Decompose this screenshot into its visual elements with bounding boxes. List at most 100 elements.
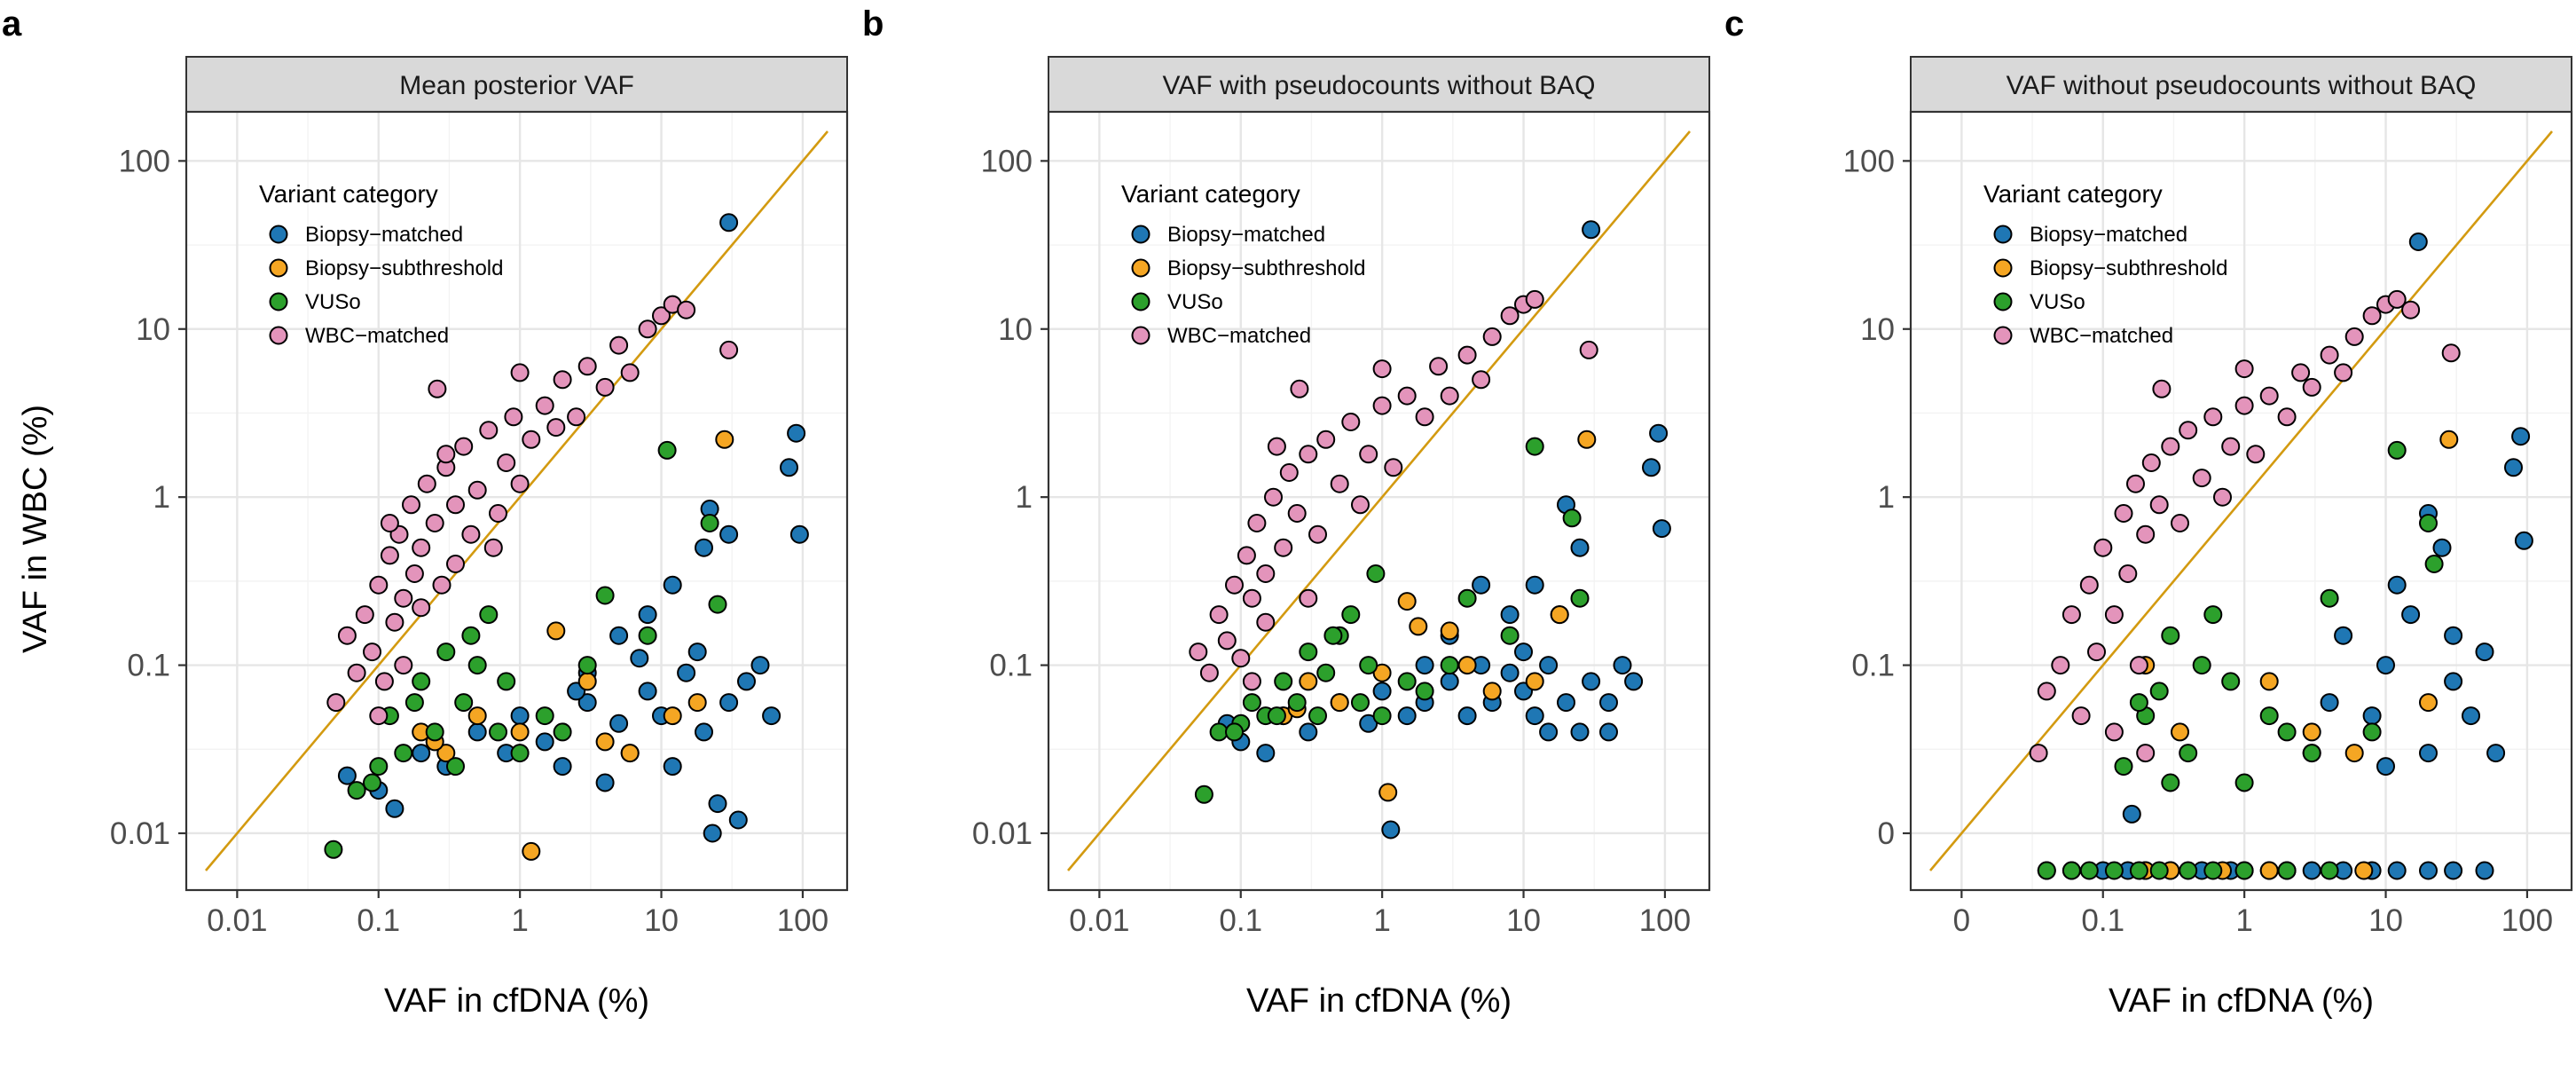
data-point — [2087, 642, 2106, 662]
legend-label: Biopsy−matched — [1167, 223, 1325, 247]
data-point — [2362, 706, 2382, 726]
data-point — [497, 453, 516, 472]
data-point — [436, 445, 456, 464]
data-point — [2320, 693, 2339, 713]
data-point — [719, 340, 739, 359]
points — [2029, 233, 2533, 880]
data-point — [2051, 656, 2070, 675]
data-point — [2362, 306, 2382, 326]
data-point — [708, 794, 727, 814]
data-point — [1351, 495, 1370, 515]
data-point — [1415, 407, 1434, 427]
y-tick-label: 0.01 — [110, 816, 170, 851]
data-point — [404, 564, 424, 583]
x-tick-label: 10 — [1506, 903, 1541, 938]
legend-label: Biopsy−subthreshold — [1167, 256, 1365, 280]
data-point — [737, 672, 756, 691]
data-point — [1570, 588, 1590, 608]
legend-label: Biopsy−subthreshold — [2030, 256, 2227, 280]
data-point — [567, 407, 586, 427]
data-point — [2179, 861, 2198, 880]
legend-title: Variant category — [1121, 180, 1300, 208]
data-point — [2203, 605, 2223, 625]
data-point — [652, 306, 671, 326]
data-point — [363, 642, 381, 662]
data-point — [2161, 437, 2180, 456]
legend-label: WBC−matched — [2030, 324, 2173, 348]
data-point — [687, 642, 707, 662]
data-point — [1582, 672, 1601, 691]
data-point — [1652, 519, 1671, 539]
data-point — [2234, 773, 2254, 792]
data-point — [1500, 663, 1520, 682]
data-point — [750, 656, 770, 675]
data-point — [1237, 546, 1256, 565]
data-point — [708, 595, 727, 614]
y-tick-label: 1 — [1016, 480, 1033, 515]
panel-letter: c — [1724, 4, 1744, 43]
data-point — [1264, 487, 1283, 507]
data-point — [700, 514, 719, 532]
legend-title: Variant category — [1983, 180, 2163, 208]
data-point — [425, 722, 444, 742]
data-point — [461, 524, 481, 544]
data-point — [577, 672, 597, 691]
data-point — [1440, 621, 1459, 641]
data-point — [347, 781, 366, 800]
data-point — [446, 555, 465, 573]
data-point — [363, 773, 381, 792]
data-point — [425, 514, 444, 532]
data-point — [2514, 531, 2533, 550]
legend-key — [1131, 258, 1151, 278]
data-point — [2129, 861, 2148, 880]
data-point — [1308, 524, 1327, 544]
data-point — [417, 474, 436, 493]
x-tick-label: 0.01 — [207, 903, 267, 938]
legend: Variant category Biopsy−matched Biopsy−sub… — [259, 180, 503, 348]
data-point — [2149, 495, 2169, 515]
data-point — [2104, 861, 2124, 880]
data-point — [1366, 564, 1386, 583]
data-point — [1539, 656, 1559, 675]
data-point — [428, 379, 447, 398]
data-point — [1397, 592, 1417, 611]
data-point — [1649, 423, 1669, 443]
panel-b: b VAF with pseudocounts without BAQ 0.01 0.… — [862, 4, 1711, 1020]
data-point — [324, 839, 343, 859]
data-point — [2376, 656, 2395, 675]
data-point — [2161, 626, 2180, 645]
data-point — [504, 407, 523, 427]
identity-line — [1067, 130, 1691, 871]
y-tick-label: 1 — [1878, 480, 1895, 515]
data-point — [595, 732, 615, 752]
data-point — [1472, 575, 1491, 595]
data-point — [1199, 663, 1219, 682]
data-point — [2179, 744, 2198, 763]
data-point — [1372, 682, 1392, 701]
data-point — [412, 598, 431, 618]
data-point — [2152, 379, 2172, 398]
data-point — [677, 300, 696, 319]
data-point — [2444, 861, 2463, 880]
data-point — [638, 605, 657, 625]
data-point — [2362, 722, 2382, 742]
data-point — [2093, 538, 2113, 557]
data-point — [454, 437, 474, 456]
data-point — [1384, 458, 1403, 477]
data-point — [1274, 538, 1293, 557]
panel-title: VAF with pseudocounts without BAQ — [1162, 71, 1595, 100]
data-point — [2424, 555, 2444, 573]
data-point — [703, 824, 722, 843]
data-point — [1299, 722, 1318, 742]
data-point — [2320, 861, 2339, 880]
data-point — [489, 722, 507, 742]
data-point — [719, 524, 739, 544]
data-point — [2302, 377, 2321, 397]
data-point — [412, 744, 431, 763]
data-point — [1415, 682, 1434, 701]
legend: Variant category Biopsy−matched Biopsy−sub… — [1121, 180, 1365, 348]
data-point — [394, 588, 413, 608]
data-point — [1472, 370, 1491, 390]
data-point — [2179, 421, 2198, 440]
data-point — [1287, 504, 1307, 523]
